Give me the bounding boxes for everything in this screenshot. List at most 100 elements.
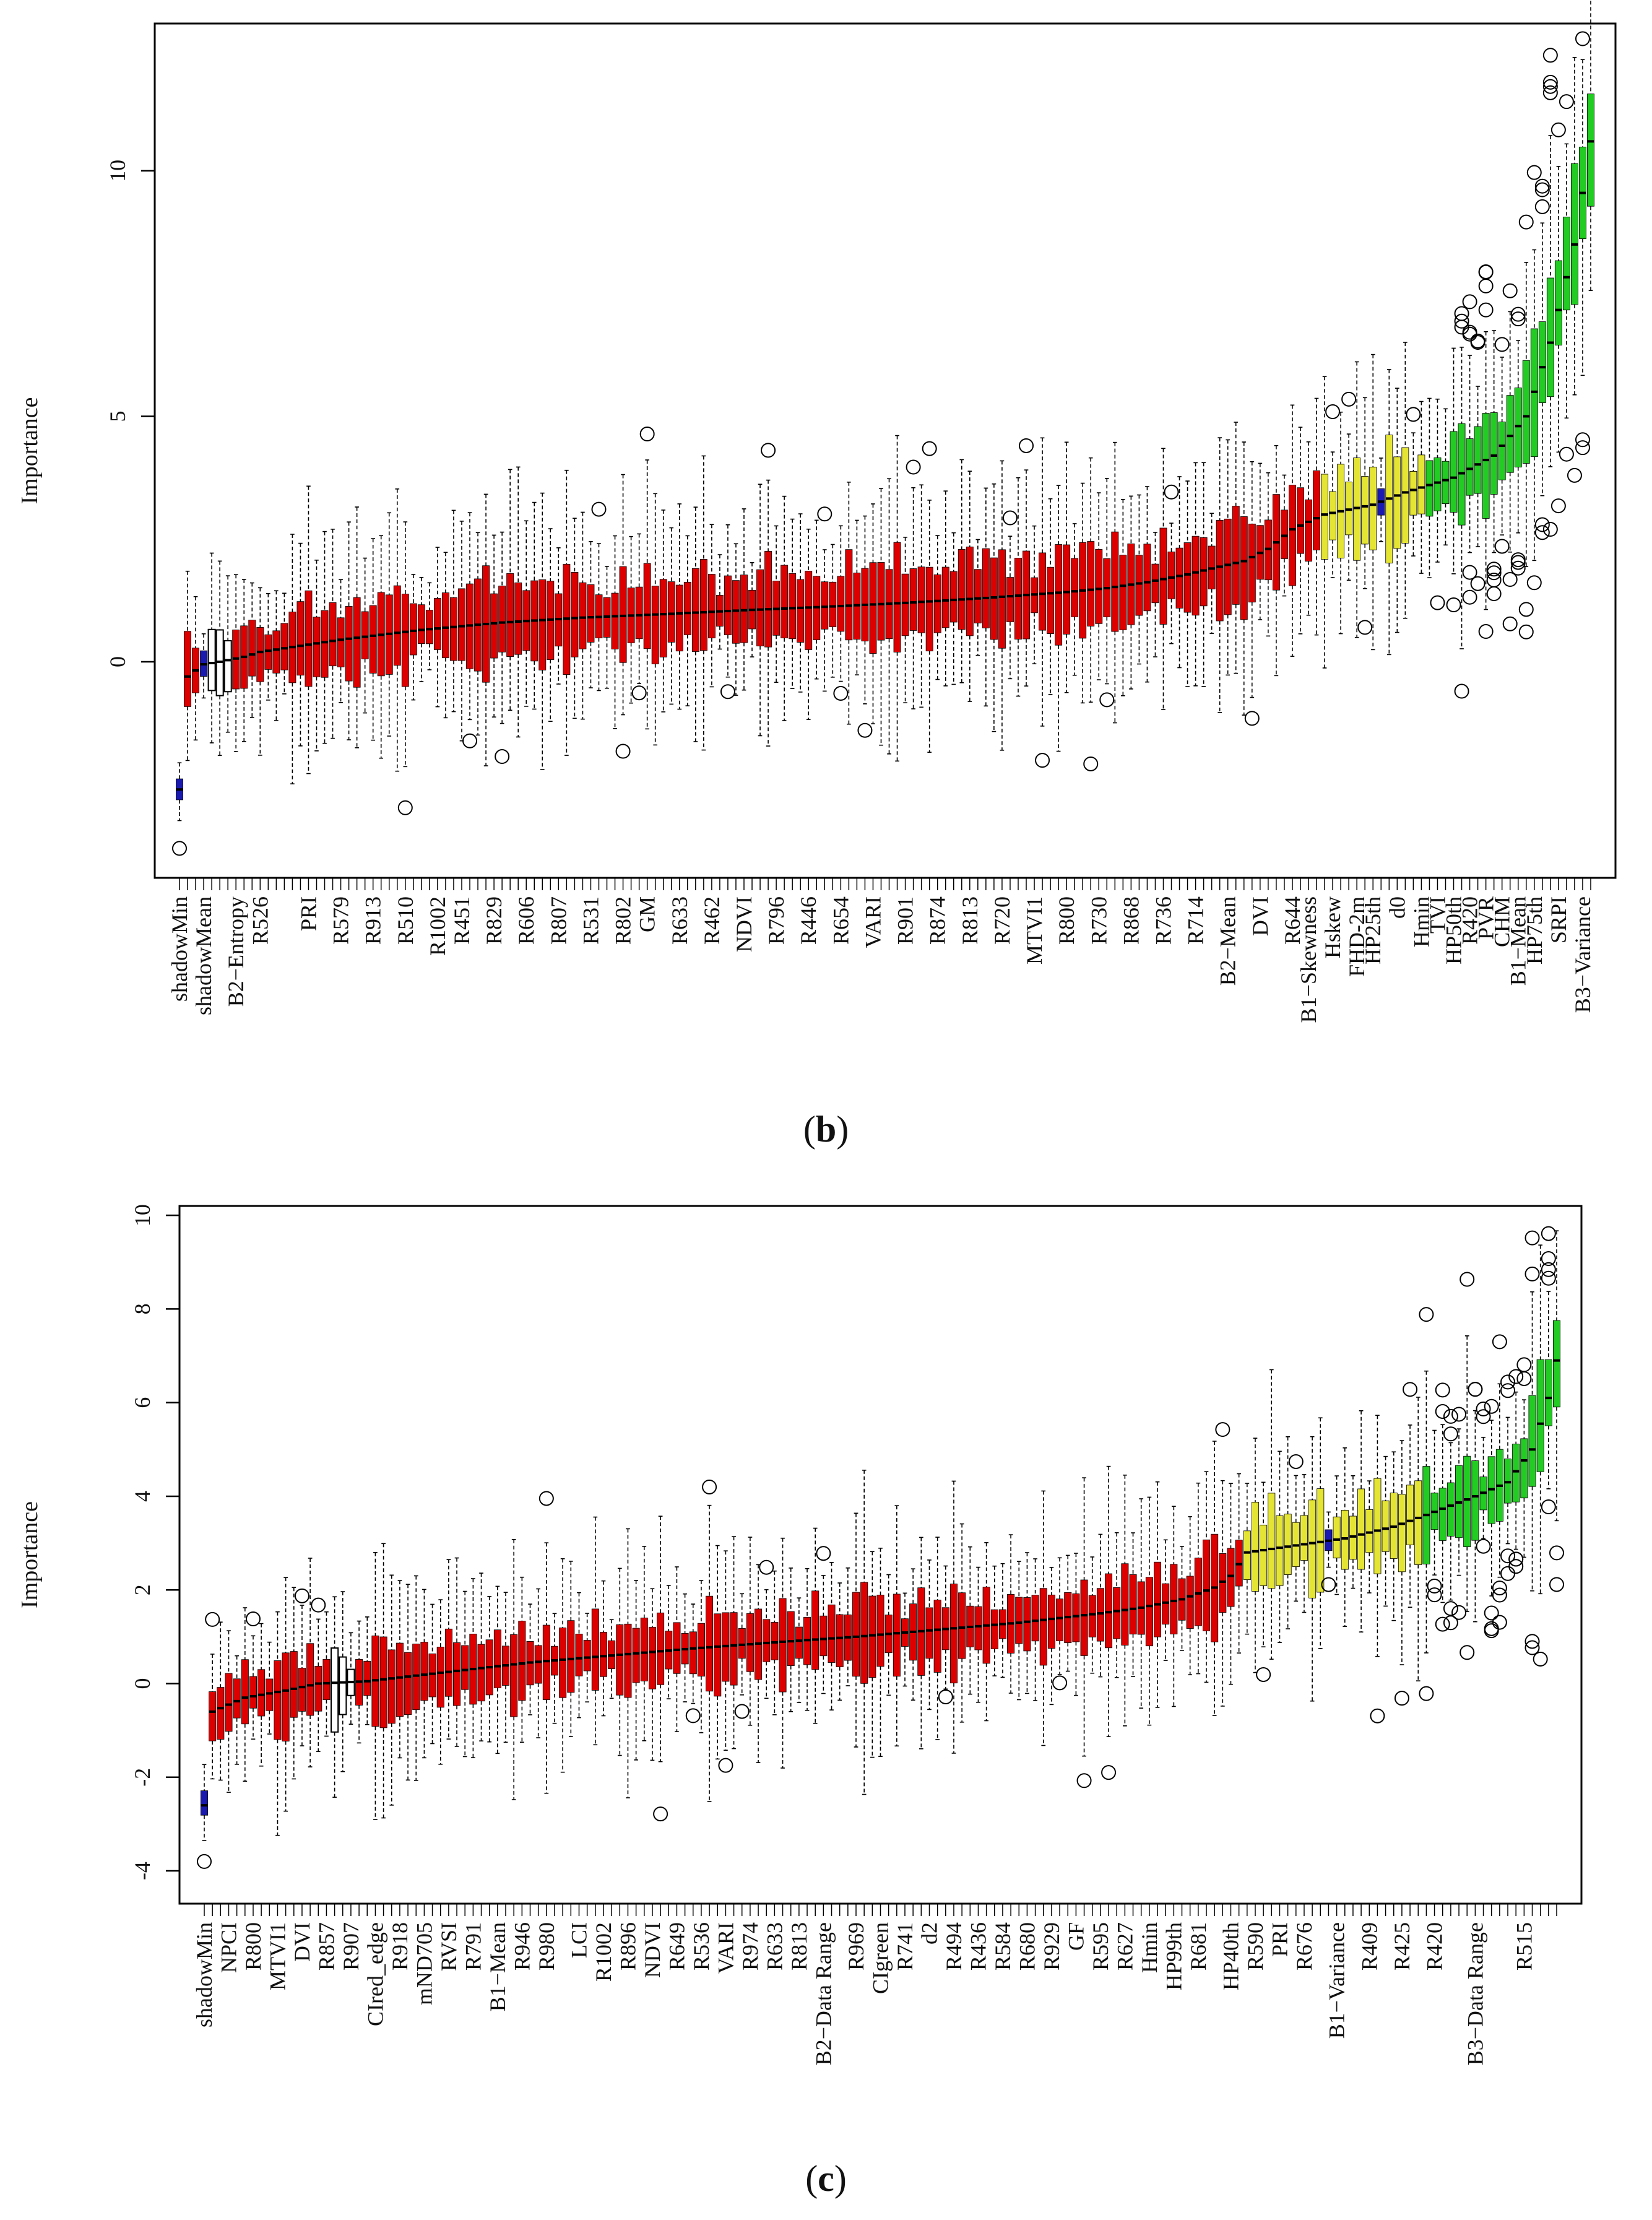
box-body [1227,1548,1235,1607]
outlier [1484,1605,1499,1621]
box-122 [1194,1482,1202,1675]
outlier [1035,753,1050,768]
x-tick-label: RVSI [436,1922,461,1971]
box-175 [1587,0,1594,291]
outlier [1099,692,1115,708]
box-14 [311,1597,326,1753]
outlier [1492,1615,1507,1630]
box-171 [1550,122,1566,514]
box-body [433,598,441,650]
box-94 [966,1546,974,1695]
box-43 [550,1613,558,1724]
box-body [256,627,264,682]
outlier [1502,616,1518,631]
box-167 [1518,214,1534,640]
box-body [379,1636,387,1728]
box-84 [884,1574,893,1696]
box-body [1512,1444,1520,1502]
box-119 [1170,1506,1178,1707]
box-100 [1015,1561,1023,1701]
box-body [579,582,587,649]
box-body [248,620,256,677]
x-tick-label: R515 [1511,1922,1536,1971]
box-2 [192,596,199,741]
box-124 [1211,1441,1219,1717]
box-13 [306,1558,314,1767]
box-body [518,1621,526,1701]
outlier [1454,683,1469,699]
y-axis-title: Importance [17,1501,43,1608]
box-body [1047,566,1055,634]
outlier [1500,1566,1516,1581]
box-body [322,1658,331,1701]
box-body [305,590,313,687]
box-body [1072,1593,1080,1642]
box-51 [587,541,595,688]
x-tick-label: mND705 [412,1922,436,2005]
outlier [639,427,655,442]
x-tick-label: R907 [339,1922,363,1971]
box-140 [1305,441,1312,616]
box-17 [339,1591,347,1772]
box-24 [396,1580,404,1759]
box-body [1276,1515,1284,1586]
box-body [249,1676,257,1709]
box-body [640,1618,648,1681]
outlier [1541,1251,1556,1267]
caption-c: (c) [805,2158,847,2199]
outlier [1502,283,1518,298]
box-110 [1096,1533,1104,1678]
box-120 [1143,486,1151,683]
box-body [209,1691,217,1741]
box-body [651,586,659,664]
box-125 [1215,1422,1230,1707]
x-tick-label: R736 [1151,896,1175,945]
box-166 [1549,1230,1564,1592]
box-body [699,559,707,651]
y-axis: -4 -2 0 2 4 6 8 10 [130,1204,179,1880]
box-body [1248,523,1256,603]
outlier [1052,1675,1068,1691]
box-141 [1349,1475,1357,1589]
x-tick-label: R857 [314,1922,339,1971]
box-body [1450,431,1458,513]
outlier [1500,1548,1516,1564]
box-body [1087,541,1095,627]
box-19 [329,529,337,739]
box-52 [591,501,607,692]
outlier [734,1704,750,1719]
outlier [761,443,776,458]
box-2 [217,1621,225,1781]
box-144 [1337,411,1345,635]
box-135 [1264,472,1272,637]
box-71 [779,1537,787,1769]
box-134 [1288,1454,1304,1602]
box-body [257,1669,266,1717]
outlier [1508,1559,1524,1574]
x-tick-label: R606 [514,896,538,945]
box-121 [1186,1516,1194,1676]
box-149 [1377,457,1385,542]
box-122 [1159,448,1167,711]
box-7 [257,1623,266,1767]
box-body [941,566,949,628]
box-body [1154,1561,1162,1637]
outlier [1076,1773,1092,1789]
box-16 [305,485,313,774]
box-body [1186,1576,1194,1629]
outlier [1478,264,1494,279]
box-24 [369,538,377,741]
box-body [1284,1514,1292,1575]
box-body [1289,485,1296,586]
box-29 [409,574,417,701]
outlier [1470,335,1486,350]
outlier [1526,165,1542,180]
box-body [643,563,651,649]
box-4 [233,1655,241,1765]
box-body [223,640,232,693]
outlier [1427,1587,1442,1603]
box-33 [442,552,449,719]
box-body [779,1598,787,1693]
x-tick-label: HP25th [1360,896,1385,965]
box-42 [538,1491,554,1794]
